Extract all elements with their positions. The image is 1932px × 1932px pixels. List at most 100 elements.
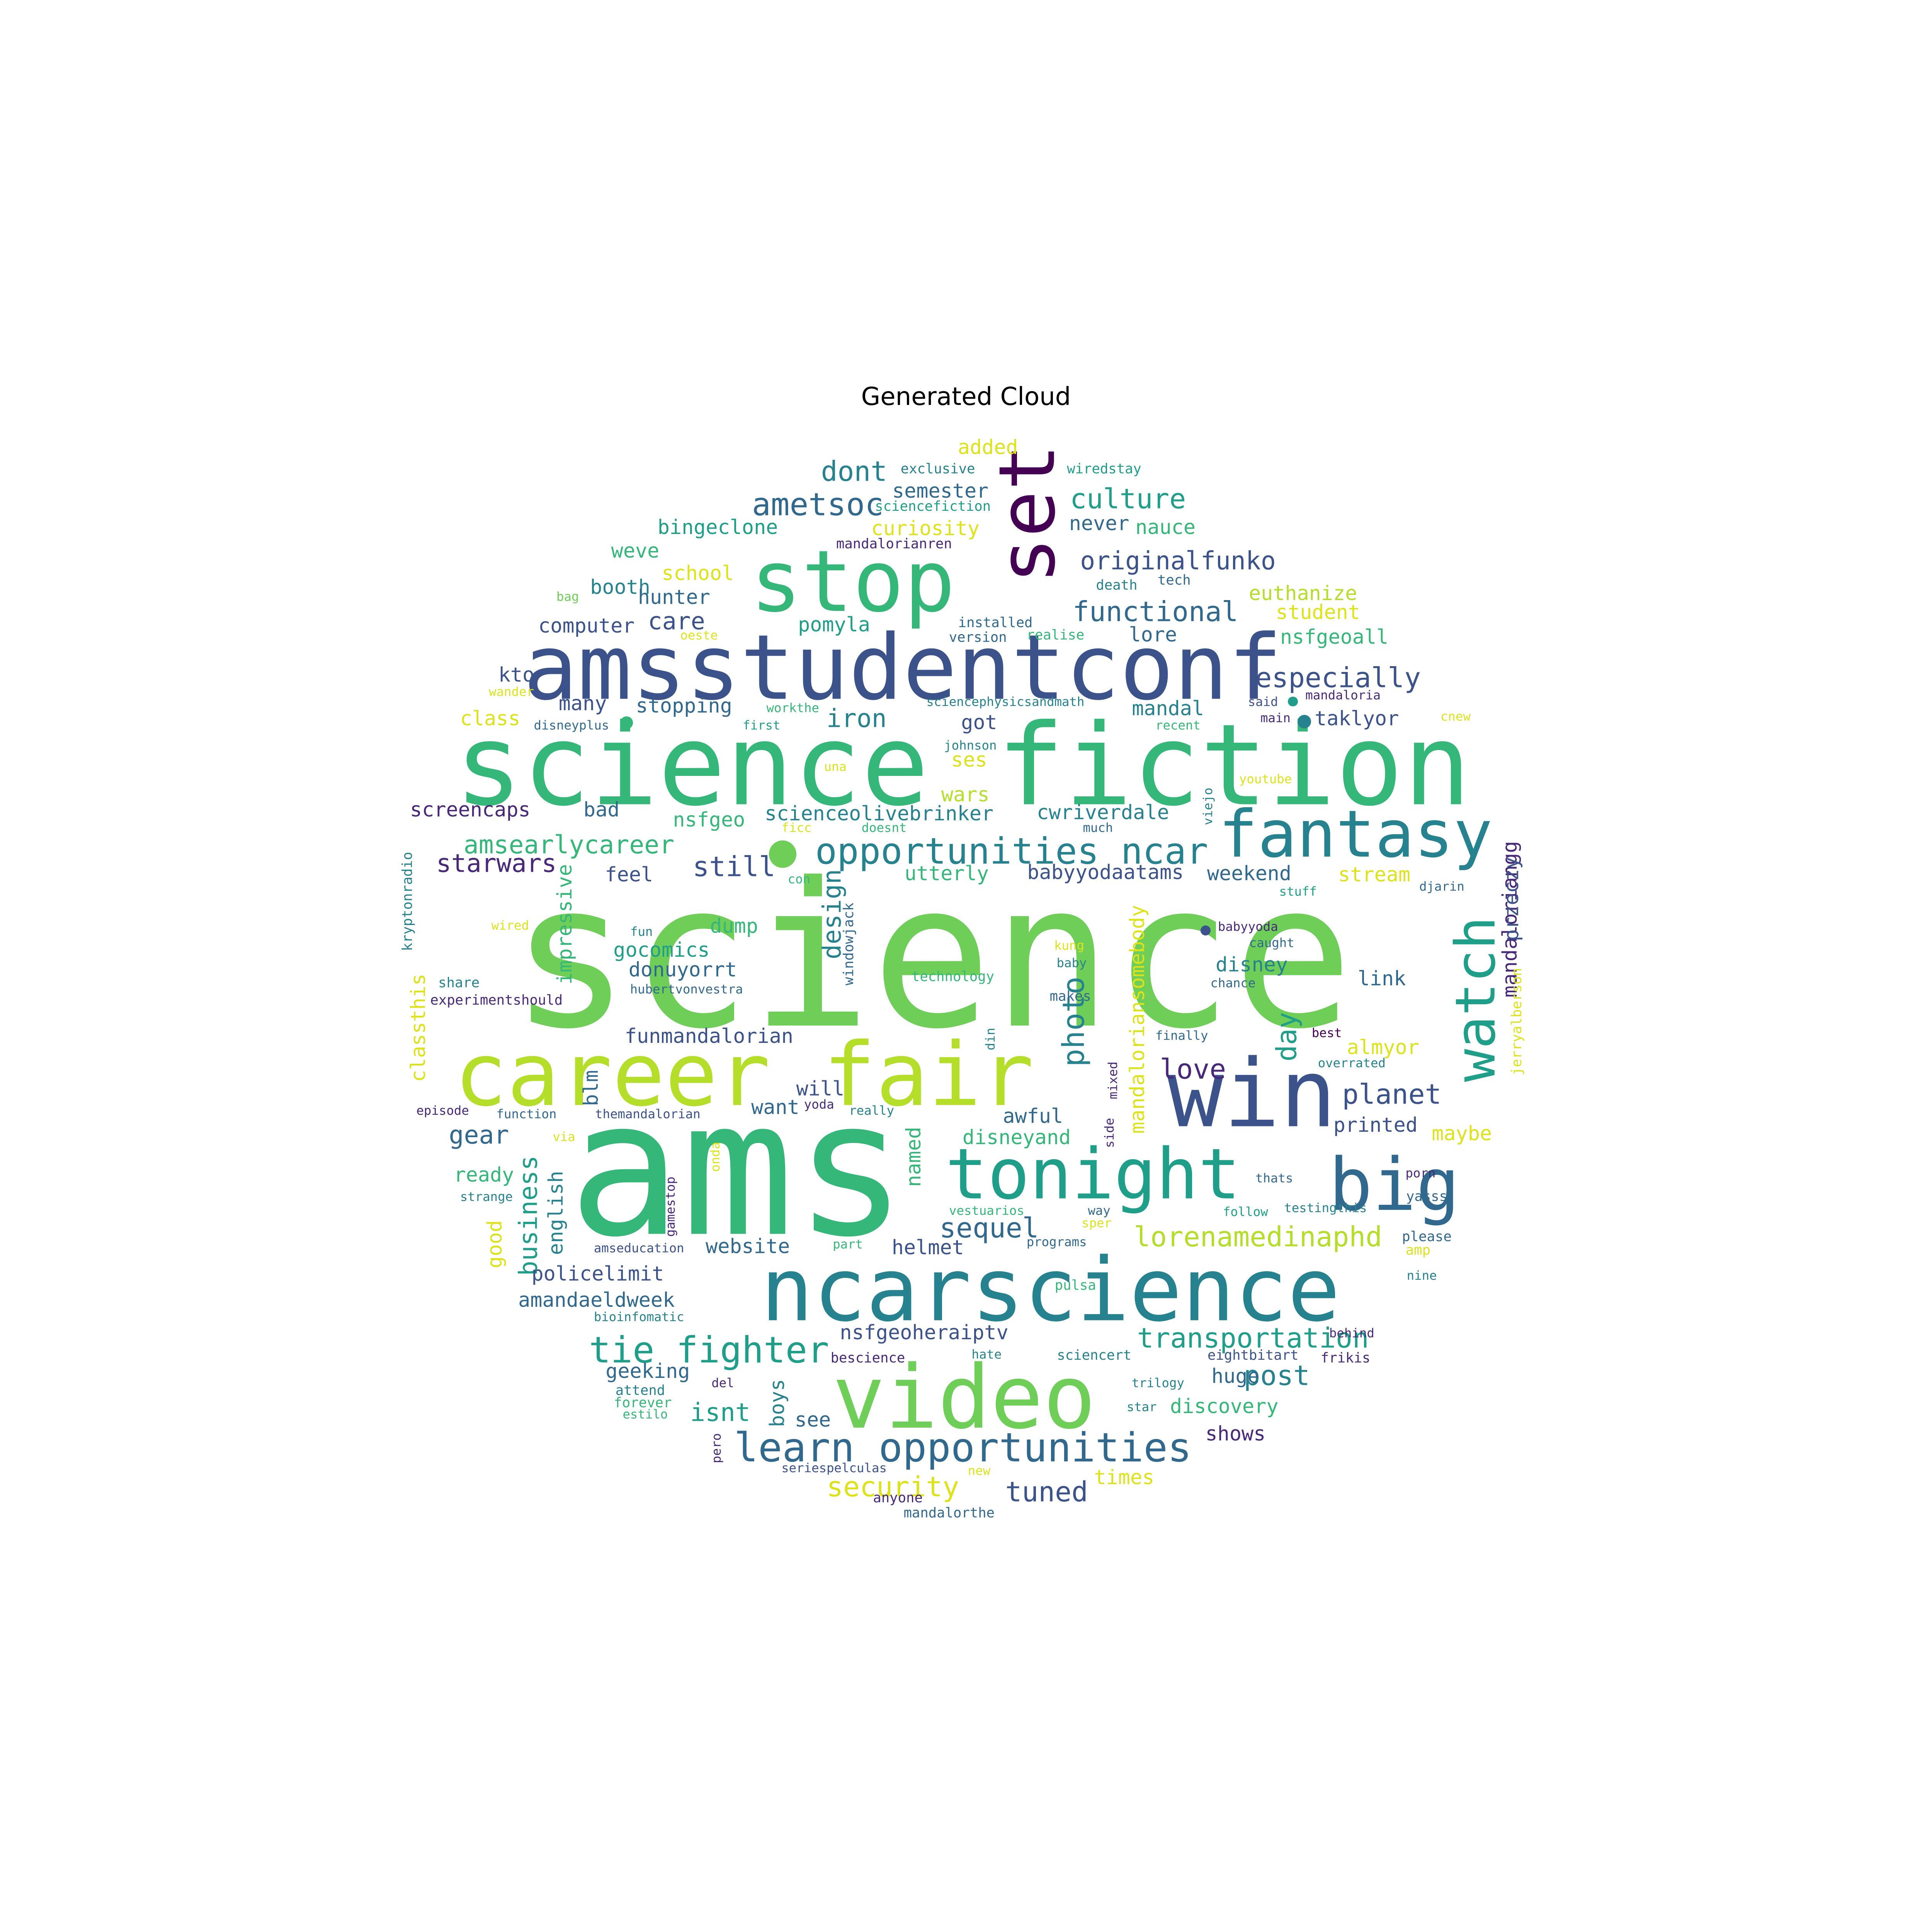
cloud-word: big	[1328, 1143, 1460, 1228]
cloud-word: vestuarios	[949, 1203, 1024, 1218]
cloud-word: nauce	[1135, 515, 1196, 539]
cloud-word: amandaeldweek	[518, 1288, 675, 1312]
cloud-word: geeking	[605, 1360, 690, 1383]
cloud-word: maybe	[1432, 1122, 1492, 1146]
cloud-word: many	[558, 692, 607, 716]
cloud-word: set	[982, 444, 1073, 584]
cloud-word: episode	[416, 1103, 469, 1118]
cloud-word: nsfgeo	[673, 808, 745, 832]
cloud-word: mandalorianren	[836, 536, 952, 552]
cloud-word: class	[460, 707, 520, 730]
cloud-word: djarin	[1419, 879, 1464, 894]
cloud-word: bag	[556, 589, 579, 604]
cloud-word: bad	[583, 798, 620, 822]
cloud-word: shows	[1205, 1422, 1266, 1446]
cloud-word: una	[824, 759, 847, 774]
cloud-word: thats	[1255, 1170, 1293, 1185]
cloud-word: day	[1270, 1012, 1303, 1062]
cloud-word: new	[968, 1463, 991, 1478]
cloud-word: babyyodaatams	[1027, 861, 1184, 884]
cloud-word: almyor	[1347, 1036, 1419, 1060]
cloud-word: attend	[615, 1382, 665, 1398]
cloud-word: sciencephysicsandmath	[926, 694, 1085, 709]
cloud-word: fantasy	[1218, 796, 1493, 872]
cloud-word: cnew	[1440, 709, 1471, 724]
cloud-word: care	[648, 607, 705, 635]
cloud-word: tonight	[945, 1133, 1241, 1215]
cloud-word: ready	[454, 1163, 514, 1187]
cloud-word: disneyand	[962, 1126, 1071, 1150]
cloud-word: really	[849, 1103, 895, 1118]
cloud-word: policelimit	[531, 1262, 664, 1286]
cloud-word: caught	[1249, 935, 1294, 950]
cloud-word: mixed	[1105, 1061, 1121, 1099]
cloud-word: business	[514, 1155, 543, 1276]
cloud-word: nsfgeoall	[1280, 626, 1389, 649]
cloud-word: windowjack	[841, 903, 857, 986]
cloud-word: lorenamedinaphd	[1134, 1221, 1383, 1253]
cloud-word: scienceolivebrinker	[765, 802, 994, 825]
cloud-word: ametsoc	[752, 486, 884, 523]
cloud-word: oeste	[680, 628, 718, 643]
cloud-word: eightbitart	[1207, 1347, 1299, 1364]
cloud-word: discovery	[1170, 1395, 1279, 1418]
cloud-word: english	[544, 1171, 568, 1255]
cloud-word: website	[706, 1235, 790, 1258]
cloud-word: lore	[1129, 623, 1177, 647]
cloud-word: way	[1088, 1203, 1111, 1218]
cloud-word: bioinfomatic	[594, 1309, 684, 1324]
cloud-word: booth	[590, 576, 651, 599]
cloud-word: realise	[1026, 627, 1085, 643]
cloud-word: euthanize	[1248, 582, 1357, 605]
cloud-word: del	[711, 1376, 734, 1391]
cloud-word: first	[743, 718, 781, 733]
cloud-word: still	[692, 850, 776, 883]
cloud-word: kryptonradio	[400, 852, 416, 951]
cloud-word: hate	[971, 1347, 1002, 1362]
cloud-word: hubertvonvestra	[630, 981, 743, 997]
cloud-word: installed	[958, 614, 1033, 631]
cloud-word: feel	[605, 863, 653, 887]
cloud-word: tech	[1157, 572, 1191, 588]
cloud-dot	[620, 716, 633, 729]
cloud-word: johnson	[944, 738, 997, 753]
cloud-word: nine	[1406, 1268, 1437, 1283]
cloud-word: screencaps	[410, 798, 531, 822]
cloud-word: star	[1126, 1399, 1157, 1414]
cloud-word: helmet	[891, 1236, 964, 1259]
cloud-word: please	[1402, 1228, 1452, 1245]
cloud-word: times	[1094, 1466, 1155, 1490]
cloud-word: frikis	[1320, 1350, 1371, 1366]
cloud-dot	[769, 840, 797, 868]
cloud-word: tuned	[1005, 1476, 1088, 1508]
cloud-word: ncarscience	[760, 1239, 1340, 1341]
cloud-word: death	[1096, 577, 1138, 593]
cloud-word: strange	[460, 1189, 513, 1204]
cloud-word: cwriverdale	[1036, 801, 1169, 824]
cloud-word: disneyplus	[534, 718, 609, 733]
cloud-word: donuyorrt	[628, 958, 737, 982]
cloud-word: onda	[707, 1141, 723, 1172]
cloud-word: function	[496, 1107, 557, 1122]
chart-title: Generated Cloud	[861, 383, 1071, 411]
cloud-word: career fair	[454, 1024, 1034, 1126]
cloud-word: will	[796, 1077, 845, 1100]
cloud-word: part	[833, 1236, 863, 1252]
cloud-word: trilogy	[1131, 1376, 1184, 1391]
cloud-word: functional	[1072, 595, 1238, 628]
cloud-word: planet	[1342, 1078, 1442, 1111]
cloud-word: especially	[1255, 662, 1421, 694]
cloud-word: watch	[1443, 916, 1508, 1082]
cloud-word: best	[1311, 1025, 1342, 1040]
cloud-word: sciencefiction	[875, 498, 991, 514]
cloud-word: sper	[1082, 1215, 1112, 1230]
cloud-word: transportation	[1137, 1322, 1369, 1354]
cloud-word: post	[1243, 1359, 1310, 1392]
cloud-word: przeczy	[1500, 857, 1523, 941]
cloud-word: funmandalorian	[624, 1024, 794, 1048]
cloud-word: pero	[709, 1433, 724, 1463]
cloud-word: nsfgeoheraiptv	[840, 1321, 1009, 1344]
cloud-word: mandaloriansomebody	[1126, 905, 1150, 1134]
cloud-word: printed	[1333, 1113, 1418, 1137]
cloud-word: stopping	[636, 694, 732, 718]
